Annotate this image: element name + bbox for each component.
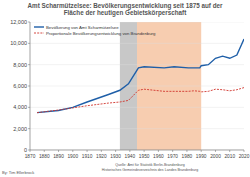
x-tick-label: 2020 — [239, 154, 250, 159]
x-tick-label: 1960 — [153, 154, 164, 159]
grid-line — [30, 128, 244, 129]
series-line — [37, 88, 244, 113]
legend-swatch — [34, 26, 44, 27]
legend-label: Proportionale Bevölkerungsentwicklung vo… — [46, 31, 156, 36]
y-tick-label: 4,000 — [13, 104, 27, 110]
subtitle: Fläche der heutigen Gebietskörperschaft — [64, 9, 187, 17]
x-tick-label: 1980 — [182, 154, 193, 159]
x-tick-label: 1970 — [167, 154, 178, 159]
x-tick-label: 1990 — [196, 154, 207, 159]
series-line — [37, 39, 244, 113]
x-tick-label: 1940 — [125, 154, 136, 159]
grid-line — [30, 22, 244, 23]
y-axis — [30, 22, 31, 150]
x-tick-label: 1890 — [53, 154, 64, 159]
x-tick-label: 1950 — [139, 154, 150, 159]
y-tick-label: 12,000 — [10, 19, 27, 25]
x-tick-label: 1870 — [25, 154, 36, 159]
x-axis — [30, 150, 244, 151]
x-tick-label: 2010 — [224, 154, 235, 159]
x-tick-label: 1930 — [110, 154, 121, 159]
grid-line — [30, 43, 244, 44]
y-tick-label: 10,000 — [10, 40, 27, 46]
legend-swatch — [34, 33, 44, 34]
y-tick-label: 2,000 — [13, 126, 27, 132]
x-tick-label: 1910 — [82, 154, 93, 159]
y-tick-label: 8,000 — [13, 62, 27, 68]
grid-line — [30, 64, 244, 65]
legend-label: Bevölkerung von Amt Scharmützelsee — [46, 25, 119, 30]
source: Quelle: Amt für Statistik Berlin-Branden… — [115, 163, 185, 167]
credit: By: Tim Ellerbrock — [2, 170, 34, 175]
x-tick-label: 1880 — [39, 154, 50, 159]
y-tick-label: 0 — [24, 147, 27, 153]
y-tick-label: 6,000 — [13, 83, 27, 89]
source: Historisches Gemeindeverzeichnis des Lan… — [102, 168, 199, 172]
grid-line — [30, 150, 244, 151]
x-tick-label: 2000 — [210, 154, 221, 159]
grid-line — [30, 107, 244, 108]
x-tick-label: 1920 — [96, 154, 107, 159]
grid-line — [30, 86, 244, 87]
plot-area — [30, 22, 244, 150]
chart: Amt Scharmützelsee: Bevölkerungsentwickl… — [0, 0, 250, 177]
x-tick-label: 1900 — [67, 154, 78, 159]
